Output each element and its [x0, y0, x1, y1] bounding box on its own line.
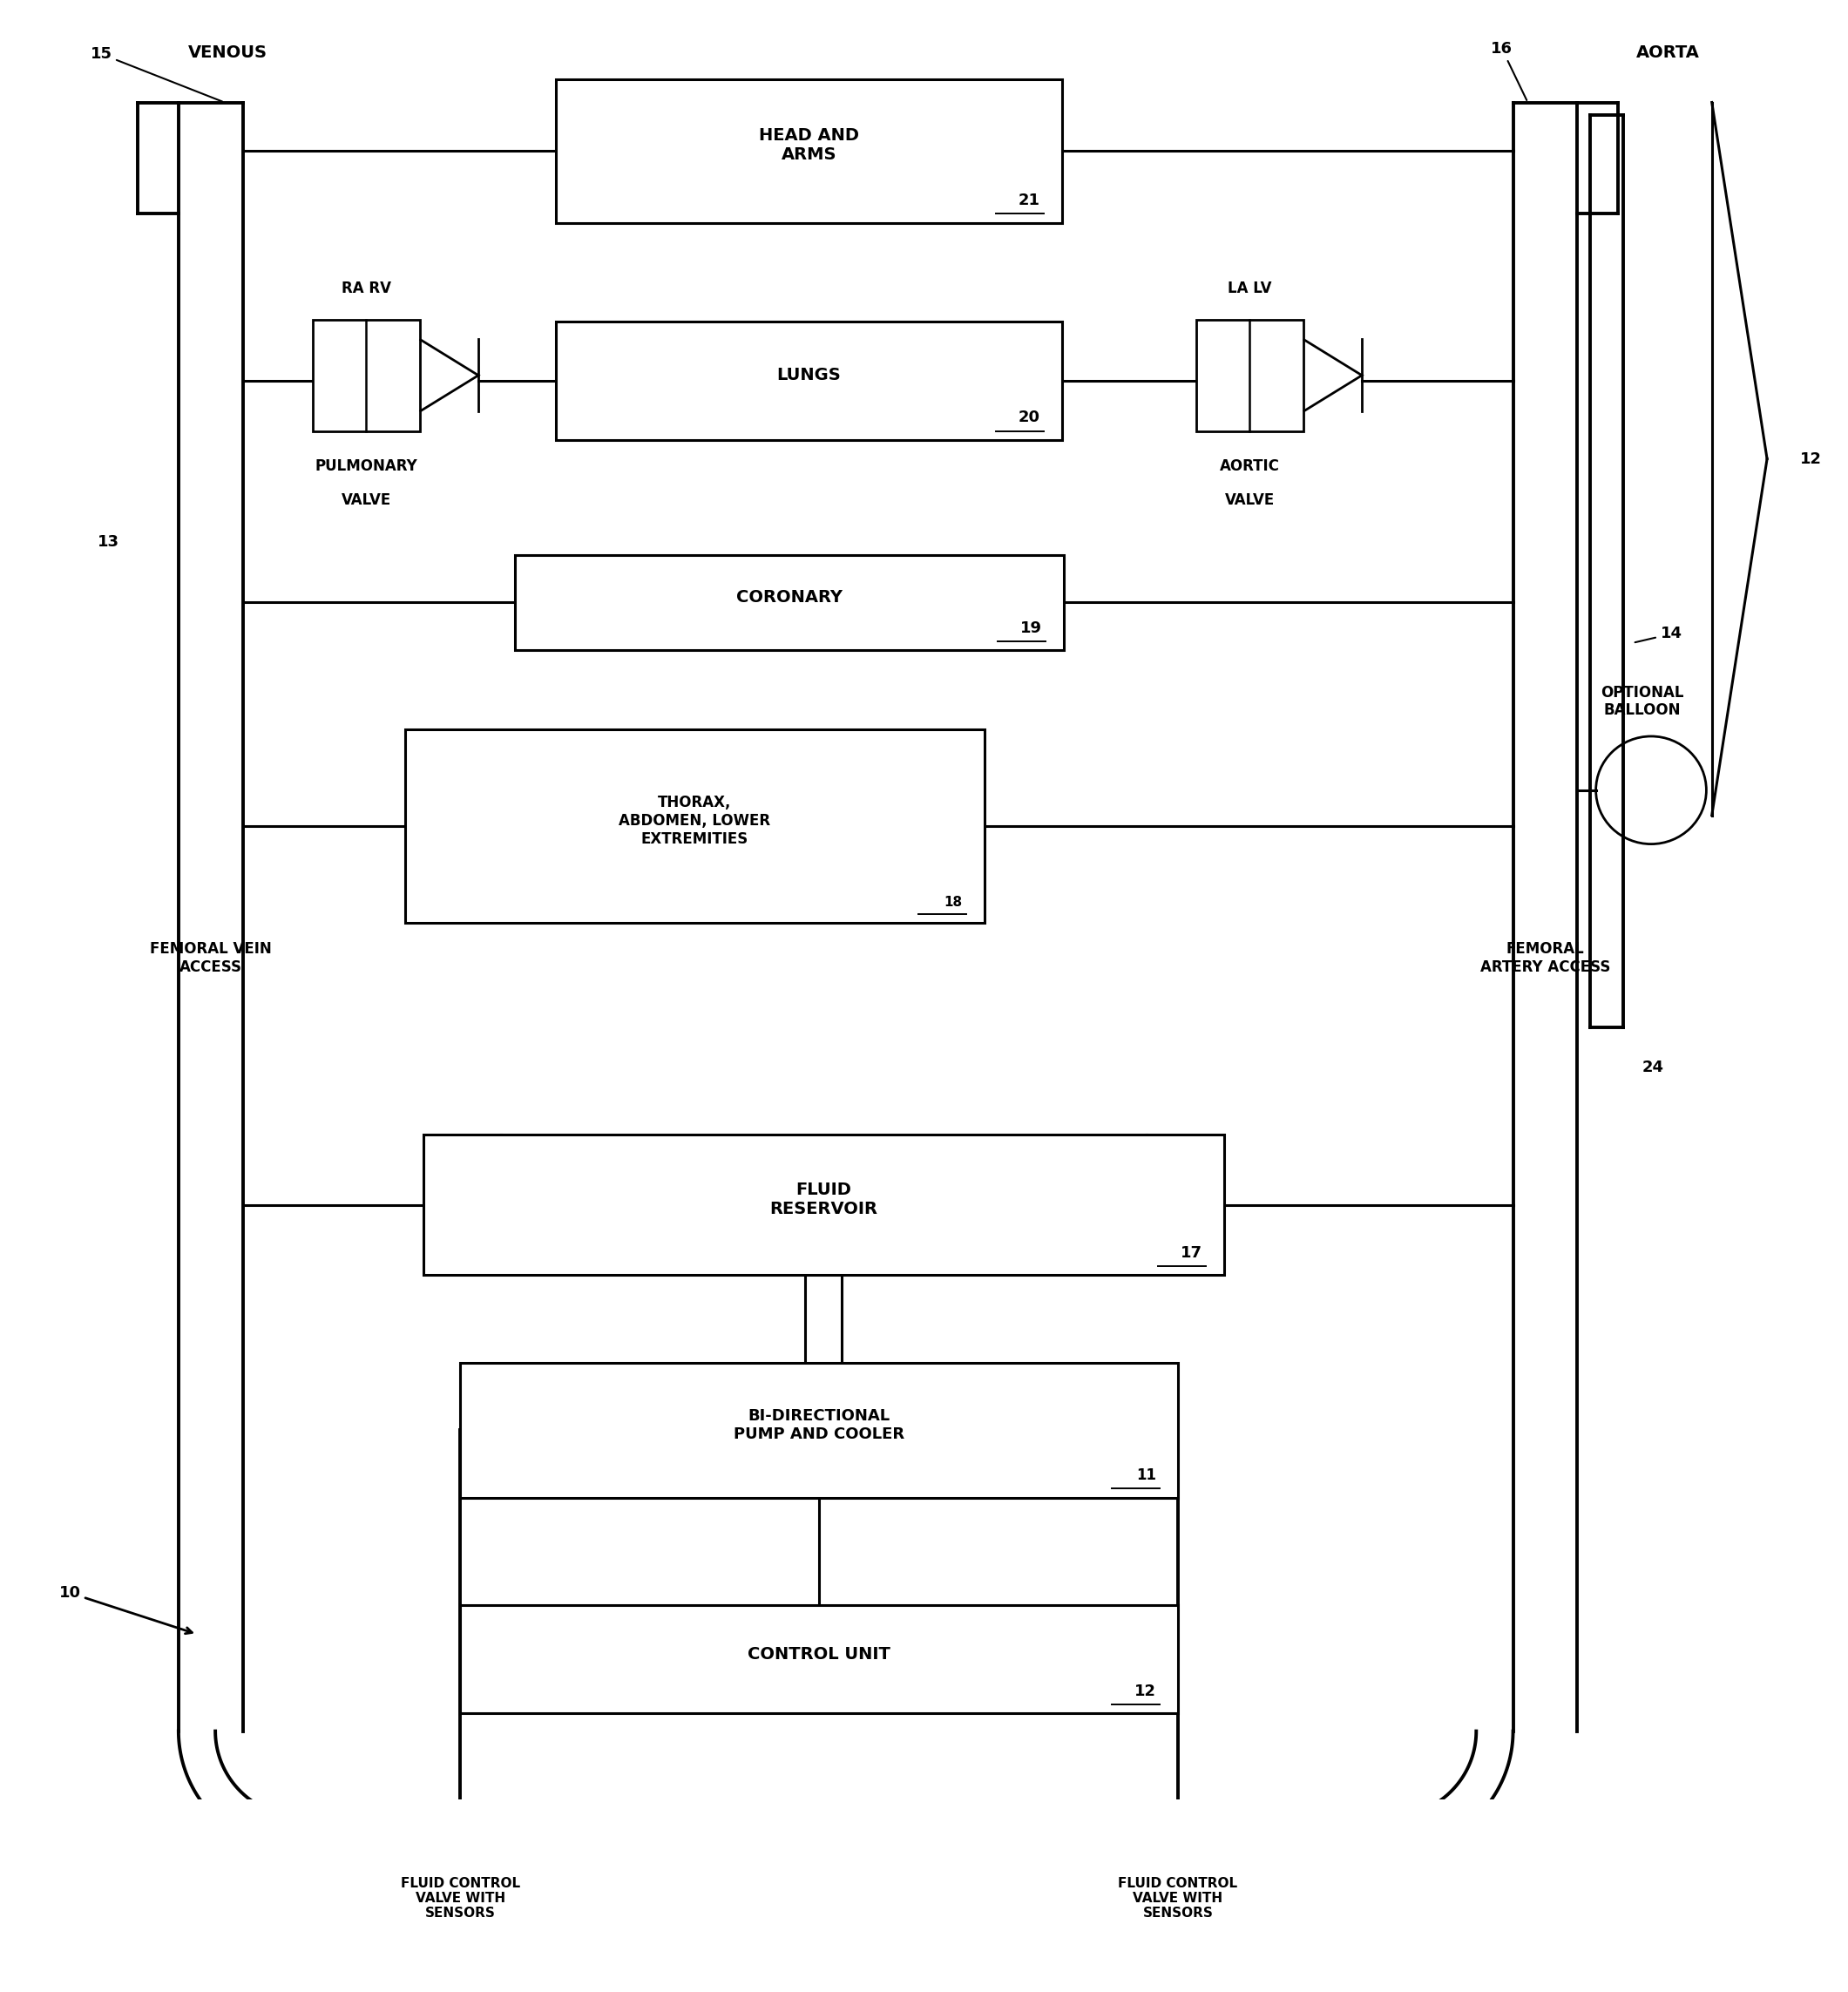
Text: FEMORAL
ARTERY ACCESS: FEMORAL ARTERY ACCESS — [1480, 940, 1610, 974]
Text: AORTA: AORTA — [1635, 44, 1700, 62]
Text: HEAD AND
ARMS: HEAD AND ARMS — [760, 127, 859, 163]
Text: 13: 13 — [98, 534, 120, 550]
Text: 16: 16 — [1491, 40, 1526, 100]
Text: 12: 12 — [1135, 1683, 1157, 1699]
Text: CORONARY: CORONARY — [737, 590, 843, 606]
Text: 21: 21 — [1018, 193, 1040, 209]
Text: 10: 10 — [59, 1586, 192, 1633]
Text: 20: 20 — [1018, 410, 1040, 426]
FancyBboxPatch shape — [1159, 1815, 1198, 1855]
FancyBboxPatch shape — [556, 80, 1063, 223]
FancyBboxPatch shape — [460, 1606, 1177, 1713]
FancyBboxPatch shape — [440, 1815, 480, 1855]
Text: 11: 11 — [1137, 1468, 1157, 1484]
Text: BI-DIRECTIONAL
PUMP AND COOLER: BI-DIRECTIONAL PUMP AND COOLER — [734, 1408, 904, 1442]
Text: VALVE: VALVE — [1225, 492, 1275, 508]
Text: VALVE: VALVE — [342, 492, 392, 508]
FancyBboxPatch shape — [556, 321, 1063, 440]
FancyBboxPatch shape — [405, 729, 985, 922]
FancyBboxPatch shape — [312, 319, 419, 430]
Text: FEMORAL VEIN
ACCESS: FEMORAL VEIN ACCESS — [150, 940, 272, 974]
Text: CONTROL UNIT: CONTROL UNIT — [748, 1645, 891, 1661]
FancyBboxPatch shape — [460, 1363, 1177, 1498]
Text: 19: 19 — [1020, 620, 1042, 635]
FancyBboxPatch shape — [1196, 319, 1303, 430]
Text: LA LV: LA LV — [1227, 281, 1271, 297]
Text: 14: 14 — [1635, 625, 1682, 641]
FancyBboxPatch shape — [516, 556, 1064, 649]
Text: 15: 15 — [91, 46, 222, 102]
Text: 17: 17 — [1181, 1245, 1201, 1261]
Text: FLUID CONTROL
VALVE WITH
SENSORS: FLUID CONTROL VALVE WITH SENSORS — [401, 1876, 519, 1920]
Text: LUNGS: LUNGS — [776, 367, 841, 384]
Text: OPTIONAL
BALLOON: OPTIONAL BALLOON — [1600, 685, 1684, 719]
FancyBboxPatch shape — [423, 1135, 1223, 1275]
Text: FLUID
RESERVOIR: FLUID RESERVOIR — [769, 1181, 878, 1217]
Text: 24: 24 — [1641, 1060, 1663, 1076]
Text: THORAX,
ABDOMEN, LOWER
EXTREMITIES: THORAX, ABDOMEN, LOWER EXTREMITIES — [619, 795, 771, 847]
Text: VENOUS: VENOUS — [188, 44, 266, 62]
Text: PULMONARY: PULMONARY — [314, 458, 418, 474]
Text: 12: 12 — [1800, 450, 1822, 466]
Text: AORTIC: AORTIC — [1220, 458, 1281, 474]
Text: RA RV: RA RV — [342, 281, 392, 297]
Text: FLUID CONTROL
VALVE WITH
SENSORS: FLUID CONTROL VALVE WITH SENSORS — [1118, 1876, 1238, 1920]
Text: 18: 18 — [944, 896, 963, 908]
